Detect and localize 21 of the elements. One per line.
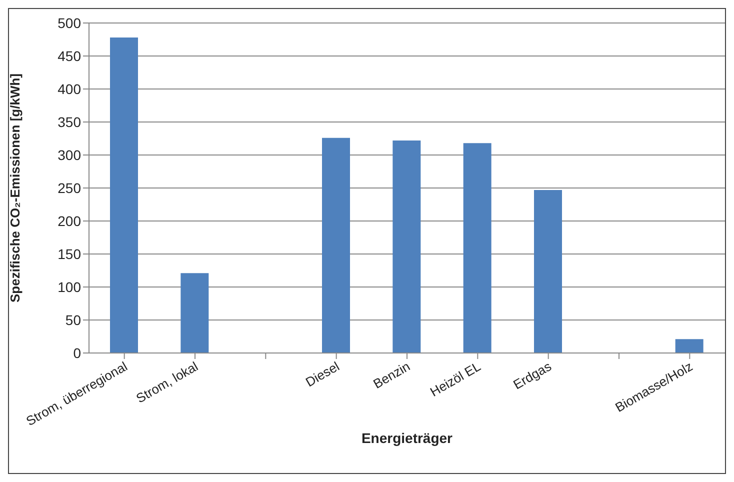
- y-tick-label: 100: [58, 278, 82, 295]
- y-tick-label: 200: [58, 212, 82, 229]
- y-tick-label: 350: [58, 114, 82, 130]
- y-axis-title: Spezifische CO₂-Emissionen [g/kWh]: [8, 74, 23, 302]
- y-tick-label: 300: [58, 146, 82, 163]
- y-tick-label: 50: [65, 312, 82, 328]
- bar: [463, 143, 492, 353]
- bar: [110, 38, 138, 353]
- bar: [322, 138, 350, 353]
- x-axis-title: Energieträger: [361, 430, 454, 446]
- x-tick-label: Strom, lokal: [134, 358, 201, 406]
- bar: [534, 190, 562, 353]
- y-tick-label: 400: [58, 80, 82, 97]
- y-tick-label: 250: [58, 180, 82, 196]
- bar: [675, 339, 704, 353]
- bar: [392, 140, 421, 353]
- y-tick-label: 150: [58, 246, 82, 262]
- y-tick-label: 500: [58, 14, 82, 31]
- bar: [180, 273, 209, 353]
- y-tick-label: 450: [58, 48, 82, 64]
- y-tick-label: 0: [73, 344, 82, 361]
